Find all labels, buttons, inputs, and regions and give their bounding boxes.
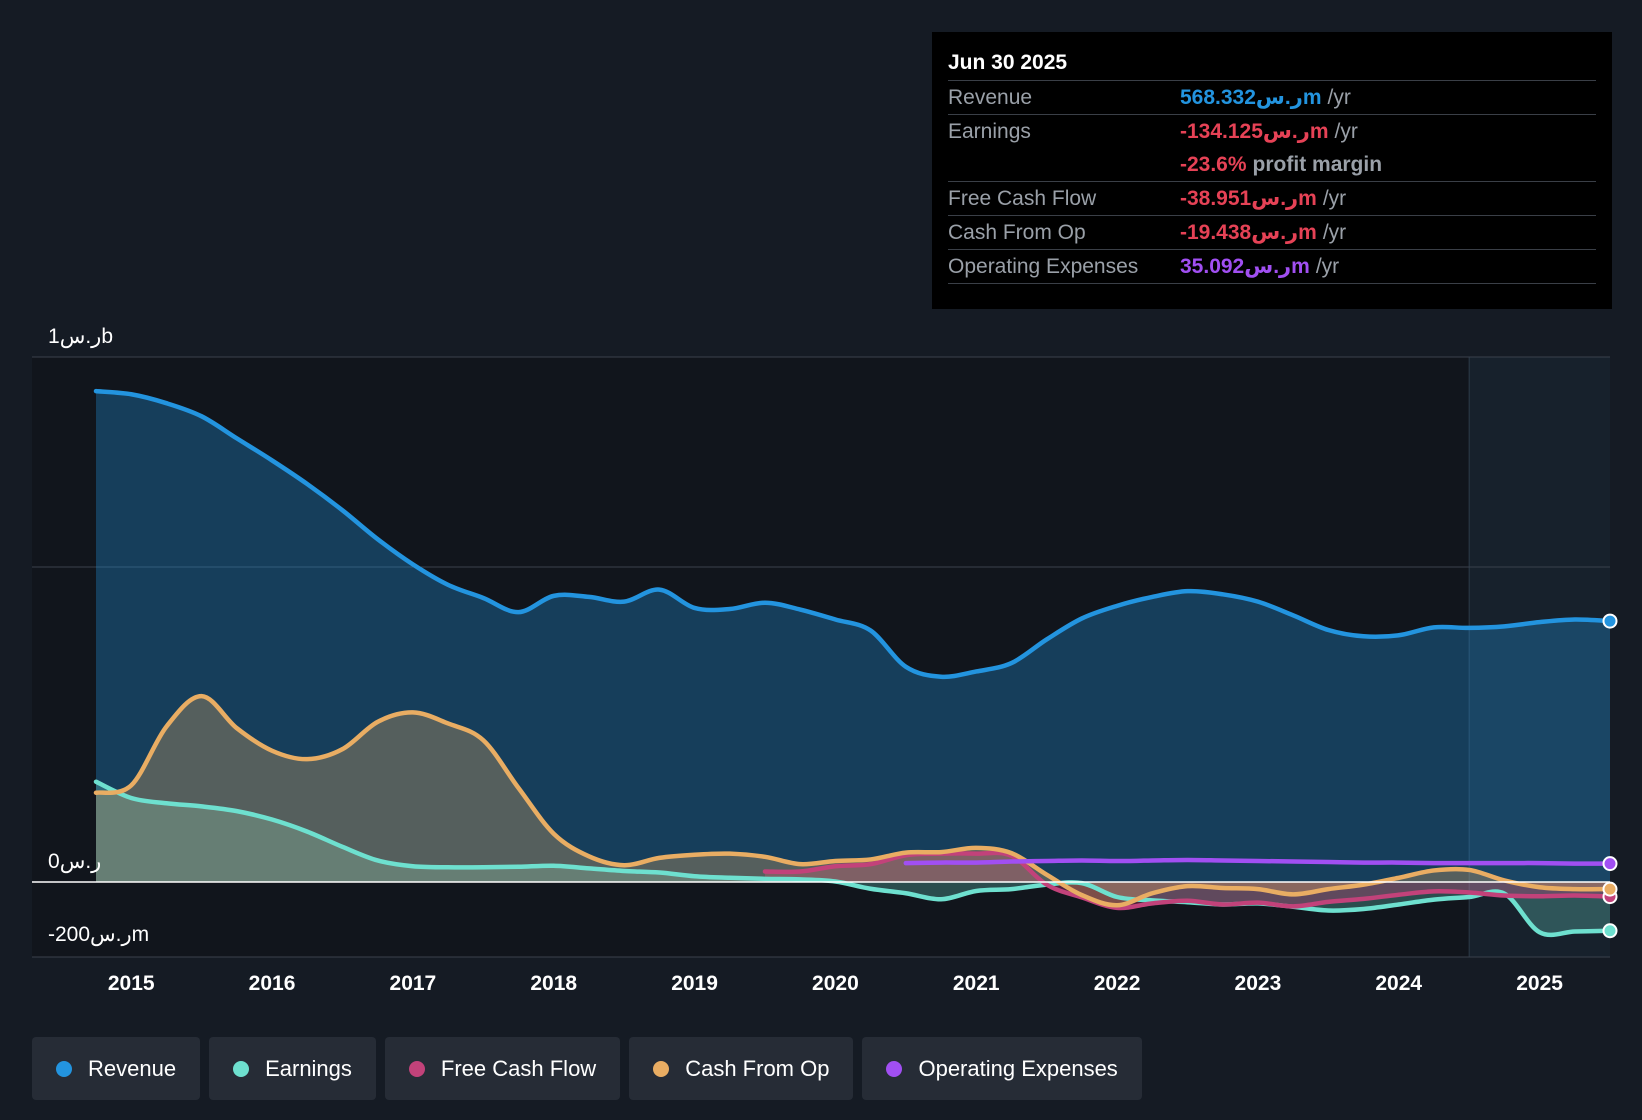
x-tick-label: 2018 (530, 972, 577, 995)
x-tick-label: 2023 (1235, 972, 1282, 995)
earnings-endpoint (1602, 923, 1618, 939)
operating-expenses-endpoint (1602, 856, 1618, 872)
tooltip-label: Earnings (948, 120, 1031, 143)
tooltip-unit: /yr (1334, 120, 1358, 143)
tooltip-label: Operating Expenses (948, 255, 1139, 278)
legend: Revenue Earnings Free Cash Flow Cash Fro… (32, 1037, 1142, 1100)
legend-label: Earnings (265, 1055, 352, 1081)
legend-item-operating-expenses[interactable]: Operating Expenses (862, 1037, 1142, 1100)
earnings-area (96, 781, 1610, 935)
x-tick-label: 2017 (390, 972, 437, 995)
tooltip-date: Jun 30 2025 (948, 46, 1596, 81)
tooltip-value: -38.951ر.سm (1180, 187, 1317, 210)
legend-label: Revenue (88, 1055, 177, 1081)
legend-label: Free Cash Flow (440, 1055, 597, 1081)
tooltip-unit: /yr (1322, 221, 1347, 244)
revenue-area (96, 391, 1610, 882)
tooltip-row-operating-expenses: Operating Expenses 35.092ر.سm/yr (948, 250, 1596, 284)
x-tick-label: 2024 (1375, 972, 1422, 995)
x-tick-label: 2021 (953, 972, 1000, 995)
tooltip-value: -23.6% (1180, 153, 1247, 176)
tooltip-row-cash-from-op: Cash From Op -19.438ر.سm/yr (948, 216, 1596, 250)
legend-dot-icon (233, 1060, 250, 1077)
y-tick-label: -200ر.سm (48, 923, 149, 947)
legend-dot-icon (886, 1060, 903, 1077)
legend-item-cash-from-op[interactable]: Cash From Op (629, 1037, 854, 1100)
cash-from-op-endpoint (1602, 881, 1618, 897)
tooltip-row-profit-margin: -23.6% profit margin (948, 148, 1596, 182)
legend-dot-icon (408, 1060, 425, 1077)
free-cash-flow-line (762, 850, 1610, 911)
tooltip-panel: Jun 30 2025 Revenue 568.332ر.سm/yr Earni… (932, 32, 1612, 309)
tooltip-value: 568.332ر.سm (1180, 86, 1322, 109)
tooltip-unit: profit margin (1252, 153, 1383, 176)
tooltip-value: 35.092ر.سm (1180, 255, 1310, 278)
legend-dot-icon (56, 1060, 72, 1077)
revenue-endpoint (1602, 613, 1618, 629)
legend-item-revenue[interactable]: Revenue (32, 1037, 201, 1100)
tooltip-value: -134.125ر.سm (1180, 120, 1329, 143)
x-tick-label: 2022 (1094, 972, 1141, 995)
tooltip-label (948, 148, 1180, 181)
legend-item-free-cash-flow[interactable]: Free Cash Flow (384, 1037, 621, 1100)
forecast-shade (1469, 357, 1610, 957)
revenue-line (93, 388, 1610, 680)
plot-background (32, 357, 1610, 957)
tooltip-label: Cash From Op (948, 221, 1086, 244)
tooltip-row-revenue: Revenue 568.332ر.سm/yr (948, 81, 1596, 115)
tooltip-label: Free Cash Flow (948, 187, 1097, 210)
legend-item-earnings[interactable]: Earnings (209, 1037, 376, 1100)
cash-from-op-area (96, 696, 1610, 906)
tooltip-row-earnings: Earnings -134.125ر.سm/yr (948, 115, 1596, 148)
x-tick-label: 2020 (812, 972, 859, 995)
tooltip-unit: /yr (1315, 255, 1340, 278)
legend-label: Cash From Op (685, 1055, 830, 1081)
y-tick-label: 0ر.س (48, 850, 101, 874)
legend-label: Operating Expenses (918, 1055, 1118, 1081)
x-tick-label: 2015 (108, 972, 155, 995)
legend-dot-icon (653, 1060, 670, 1077)
y-tick-label: 1ر.سb (48, 325, 113, 349)
x-tick-label: 2019 (671, 972, 718, 995)
x-tick-label: 2016 (249, 972, 296, 995)
operating-expenses-line (903, 857, 1610, 866)
tooltip-label: Revenue (948, 86, 1033, 109)
cash-from-op-line (93, 693, 1610, 908)
earnings-line (93, 779, 1610, 938)
x-tick-label: 2025 (1516, 972, 1563, 995)
tooltip-row-free-cash-flow: Free Cash Flow -38.951ر.سm/yr (948, 182, 1596, 216)
tooltip-unit: /yr (1322, 187, 1347, 210)
tooltip-unit: /yr (1327, 86, 1351, 109)
tooltip-value: -19.438ر.سm (1180, 221, 1317, 244)
